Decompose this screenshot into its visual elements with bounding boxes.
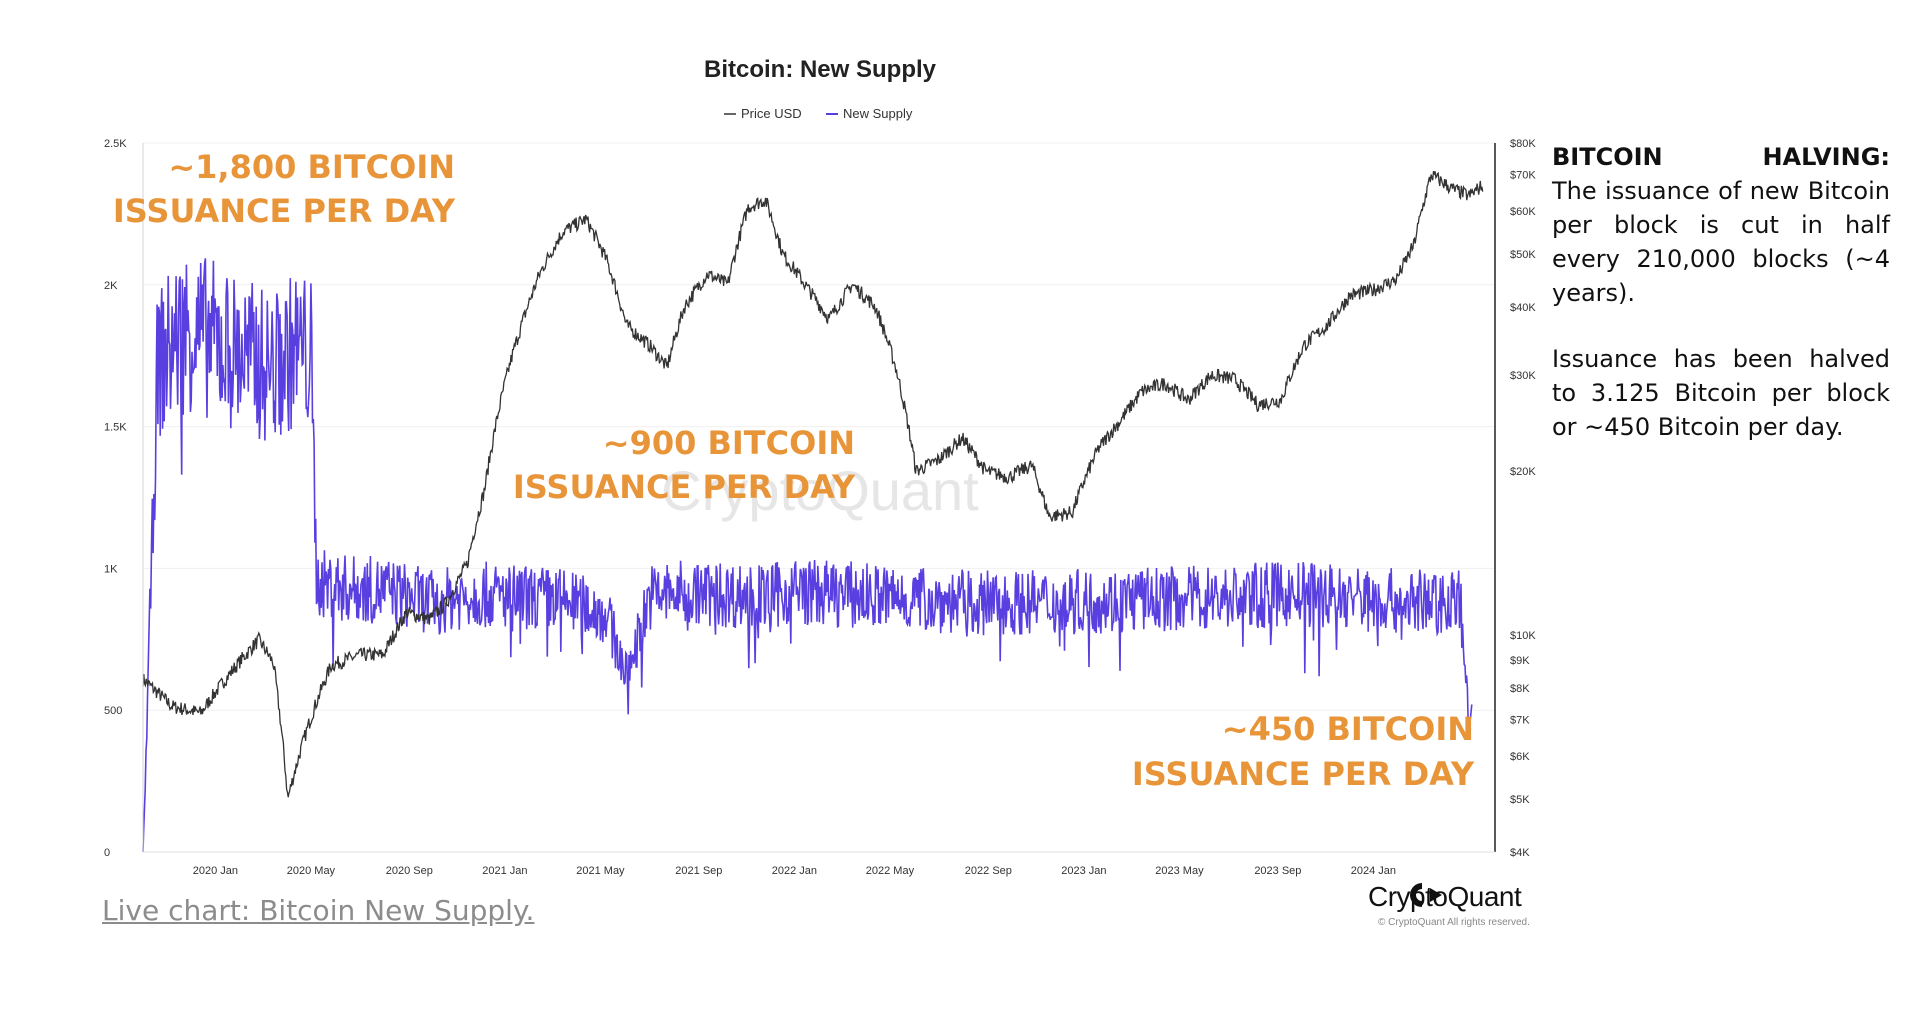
y-right-tick-label: $60K <box>1510 206 1536 218</box>
annotation-1800-line2: ISSUANCE PER DAY <box>113 192 456 230</box>
legend-label-supply: New Supply <box>843 106 913 121</box>
y-right-tick-label: $70K <box>1510 170 1536 182</box>
y-right-tick-label: $5K <box>1510 794 1530 806</box>
series-line-price-usd <box>142 170 1484 798</box>
x-tick-label: 2024 Jan <box>1351 865 1396 877</box>
y-left-tick-label: 1K <box>104 563 118 575</box>
explainer-text-1: The issuance of new Bitcoin per block is… <box>1552 177 1890 307</box>
halving-explainer: BITCOIN HALVING: The issuance of new Bit… <box>1552 140 1890 476</box>
annotation-450-line1: ~450 BITCOIN <box>1222 710 1474 748</box>
explainer-heading: BITCOIN HALVING: <box>1552 143 1890 171</box>
y-right-tick-label: $10K <box>1510 630 1536 642</box>
x-tick-label: 2022 May <box>866 865 915 877</box>
x-tick-label: 2021 Sep <box>675 865 722 877</box>
y-left-tick-label: 2.5K <box>104 138 127 150</box>
gridlines <box>143 142 1495 711</box>
x-tick-label: 2022 Jan <box>772 865 817 877</box>
right-axis: $4K $5K $6K $7K $8K $9K $10K $20K $30K $40K $50K $6… <box>1510 138 1536 859</box>
left-axis: 0 500 1K 1.5K 2K 2.5K <box>104 138 127 859</box>
x-tick-label: 2023 Jan <box>1061 865 1106 877</box>
annotation-1800-line1: ~1,800 BITCOIN <box>168 148 455 186</box>
y-left-tick-label: 500 <box>104 705 122 717</box>
annotation-1800: ~1,800 BITCOIN ISSUANCE PER DAY <box>113 148 456 230</box>
y-right-tick-label: $4K <box>1510 847 1530 859</box>
y-right-tick-label: $6K <box>1510 751 1530 763</box>
x-tick-label: 2021 May <box>576 865 625 877</box>
legend-label-price: Price USD <box>741 106 802 121</box>
annotation-450: ~450 BITCOIN ISSUANCE PER DAY <box>1132 710 1475 793</box>
chart-title: Bitcoin: New Supply <box>704 56 937 83</box>
x-tick-label: 2020 Jan <box>193 865 238 877</box>
y-right-tick-label: $9K <box>1510 655 1530 667</box>
y-right-tick-label: $8K <box>1510 683 1530 695</box>
y-right-tick-label: $40K <box>1510 302 1536 314</box>
y-left-tick-label: 1.5K <box>104 422 127 434</box>
x-tick-label: 2020 May <box>287 865 336 877</box>
y-right-tick-label: $80K <box>1510 138 1536 150</box>
chart-watermark: CryptoQuant <box>661 459 979 522</box>
x-tick-label: 2021 Jan <box>482 865 527 877</box>
y-left-tick-label: 0 <box>104 847 110 859</box>
cryptoquant-logo-icon <box>1410 883 1442 907</box>
y-right-tick-label: $30K <box>1510 370 1536 382</box>
x-tick-label: 2023 Sep <box>1254 865 1301 877</box>
copyright: © CryptoQuant All rights reserved. <box>1378 917 1530 928</box>
series-line-new-supply <box>142 258 1473 853</box>
y-right-tick-label: $7K <box>1510 715 1530 727</box>
annotation-900: ~900 BITCOIN ISSUANCE PER DAY <box>513 424 856 506</box>
x-axis: 2020 Jan 2020 May 2020 Sep 2021 Jan 2021 May… <box>193 865 1396 877</box>
brand-name: CryptoQuant <box>1368 881 1522 912</box>
explainer-paragraph-1: BITCOIN HALVING: The issuance of new Bit… <box>1552 140 1890 310</box>
y-right-tick-label: $20K <box>1510 466 1536 478</box>
explainer-paragraph-2: Issuance has been halved to 3.125 Bitcoi… <box>1552 345 1890 441</box>
live-chart-link[interactable]: Live chart: Bitcoin New Supply. <box>102 894 535 927</box>
annotation-900-line1: ~900 BITCOIN <box>603 424 855 462</box>
x-tick-label: 2022 Sep <box>965 865 1012 877</box>
legend[interactable]: Price USD New Supply <box>724 106 913 121</box>
x-tick-label: 2023 May <box>1155 865 1204 877</box>
x-tick-label: 2020 Sep <box>386 865 433 877</box>
annotation-450-line2: ISSUANCE PER DAY <box>1132 755 1475 793</box>
y-left-tick-label: 2K <box>104 280 118 292</box>
annotation-900-line2: ISSUANCE PER DAY <box>513 468 856 506</box>
y-right-tick-label: $50K <box>1510 249 1536 261</box>
